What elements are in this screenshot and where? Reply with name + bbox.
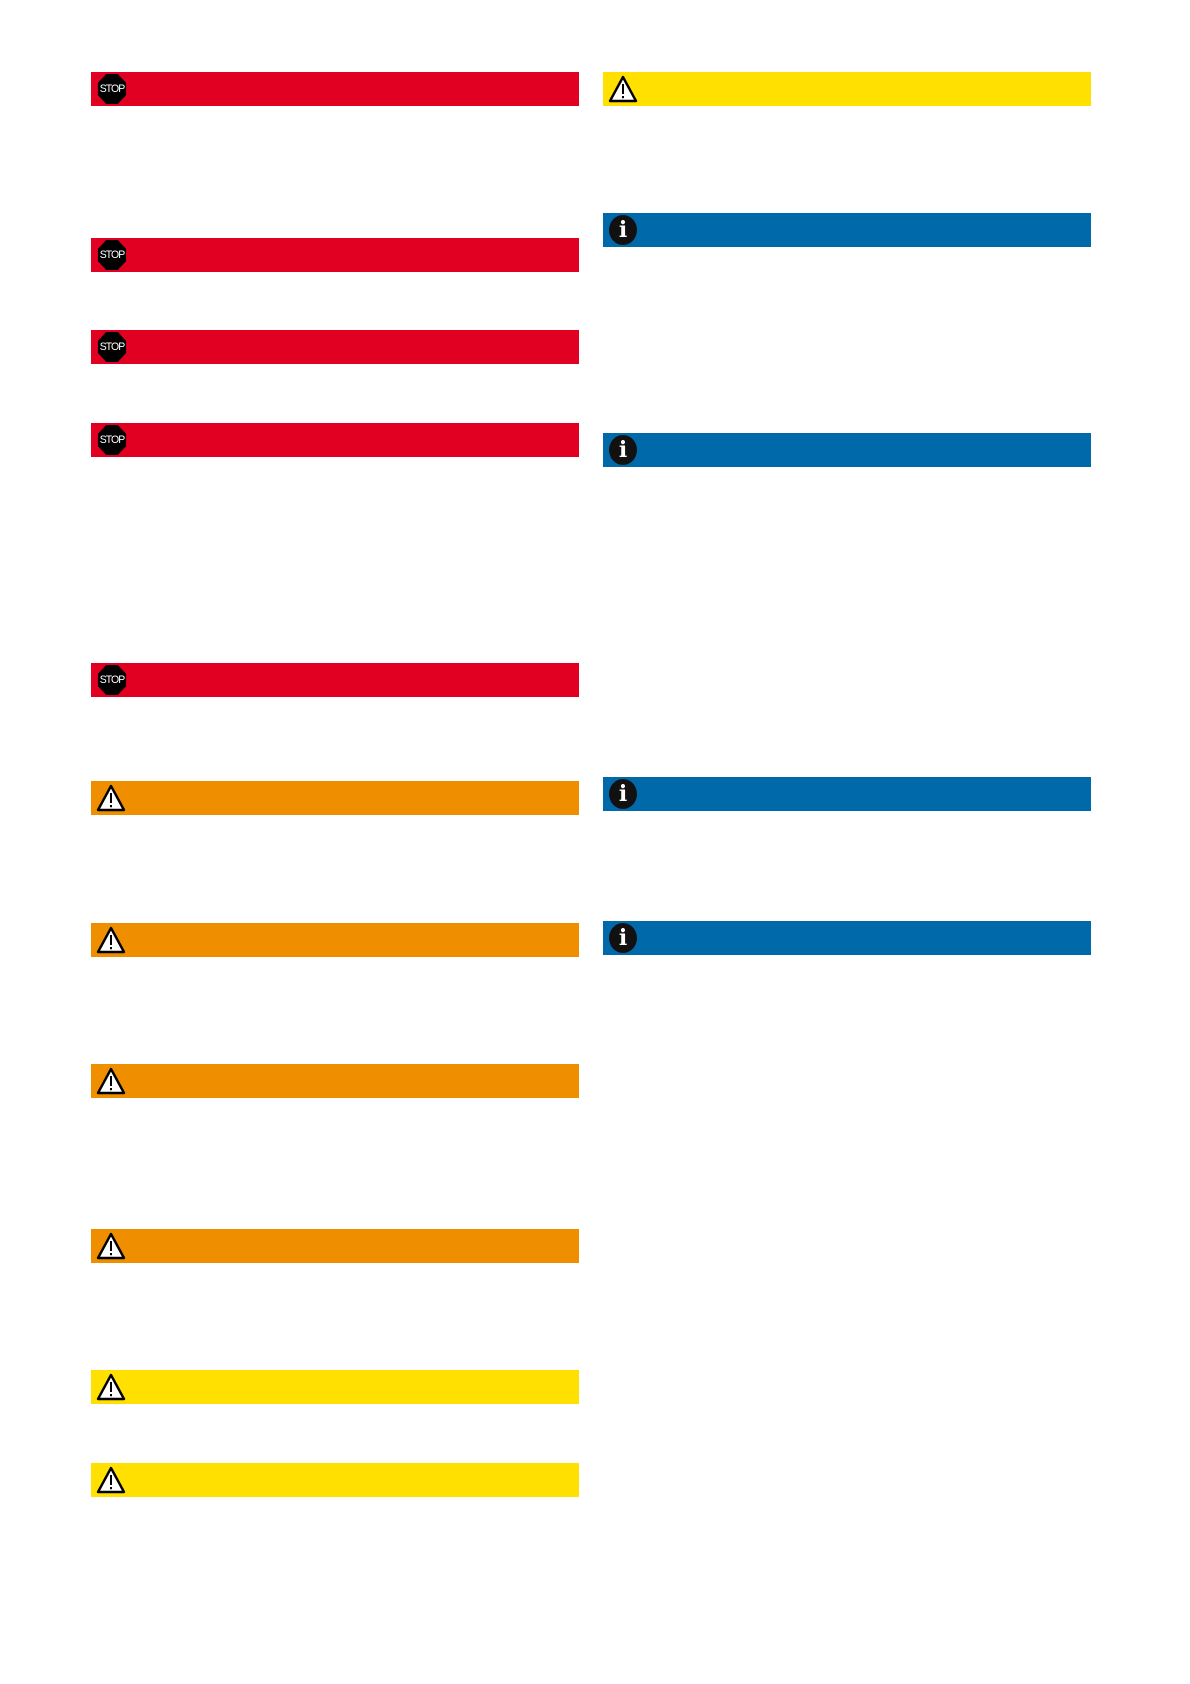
info-icon: i <box>609 435 637 465</box>
stop-sign-icon: STOP <box>97 665 127 695</box>
warning-banner <box>91 781 579 815</box>
stop-sign-icon: STOP <box>97 332 127 362</box>
danger-banner: STOP <box>91 330 579 364</box>
warning-triangle-icon <box>608 75 638 103</box>
caution-banner <box>91 1370 579 1404</box>
danger-banner: STOP <box>91 72 579 106</box>
notice-banner: i <box>603 433 1091 467</box>
notice-banner: i <box>603 213 1091 247</box>
danger-banner: STOP <box>91 663 579 697</box>
info-icon: i <box>609 779 637 809</box>
warning-triangle-icon <box>96 784 126 812</box>
info-icon: i <box>609 215 637 245</box>
caution-banner <box>603 72 1091 106</box>
caution-banner <box>91 1463 579 1497</box>
notice-banner: i <box>603 777 1091 811</box>
warning-triangle-icon <box>96 1067 126 1095</box>
warning-triangle-icon <box>96 1466 126 1494</box>
stop-sign-icon: STOP <box>97 74 127 104</box>
warning-triangle-icon <box>96 1373 126 1401</box>
stop-sign-icon: STOP <box>97 240 127 270</box>
notice-banner: i <box>603 921 1091 955</box>
warning-triangle-icon <box>96 926 126 954</box>
stop-sign-icon: STOP <box>97 425 127 455</box>
danger-banner: STOP <box>91 423 579 457</box>
danger-banner: STOP <box>91 238 579 272</box>
warning-triangle-icon <box>96 1232 126 1260</box>
info-icon: i <box>609 923 637 953</box>
warning-banner <box>91 923 579 957</box>
warning-banner <box>91 1229 579 1263</box>
warning-banner <box>91 1064 579 1098</box>
